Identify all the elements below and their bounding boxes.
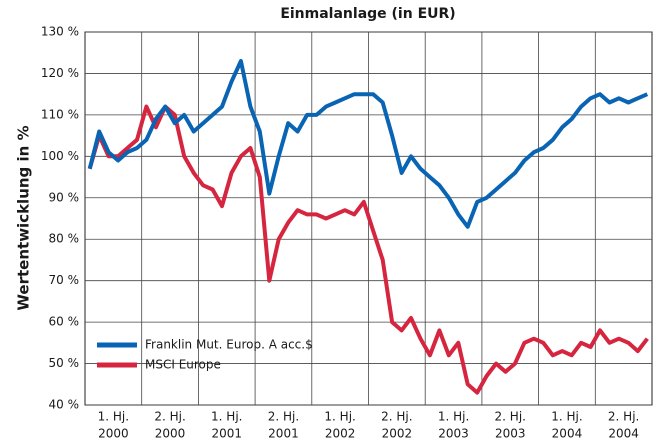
x-tick-year: 2001 <box>268 427 299 441</box>
line-series <box>87 104 649 395</box>
x-tick-label: 2. Hj. <box>608 410 639 424</box>
x-tick-year: 2000 <box>98 427 129 441</box>
line-series <box>87 59 649 229</box>
y-tick-label: 110 % <box>41 107 79 121</box>
x-tick-year: 2002 <box>382 427 413 441</box>
x-tick-label: 1. Hj. <box>324 410 355 424</box>
x-tick-label: 1. Hj. <box>211 410 242 424</box>
x-tick-label: 2. Hj. <box>154 410 185 424</box>
x-tick-year: 2003 <box>438 427 469 441</box>
x-tick-year: 2003 <box>495 427 526 441</box>
legend-label: MSCI Europe <box>145 358 221 372</box>
x-tick-label: 1. Hj. <box>438 410 469 424</box>
y-tick-label: 50 % <box>49 356 80 370</box>
legend-label: Franklin Mut. Europ. A acc.$ <box>145 338 313 352</box>
y-tick-label: 80 % <box>49 232 80 246</box>
x-tick-label: 1. Hj. <box>98 410 129 424</box>
chart-title: Einmalanlage (in EUR) <box>280 6 455 22</box>
x-tick-label: 1. Hj. <box>551 410 582 424</box>
y-tick-label: 70 % <box>49 273 80 287</box>
x-tick-year: 2000 <box>155 427 186 441</box>
y-axis-label: Wertentwicklung in % <box>15 125 33 310</box>
y-tick-label: 100 % <box>41 149 79 163</box>
y-tick-label: 60 % <box>49 315 80 329</box>
x-tick-year: 2004 <box>552 427 583 441</box>
x-tick-year: 2002 <box>325 427 356 441</box>
x-tick-year: 2004 <box>608 427 639 441</box>
x-tick-label: 2. Hj. <box>495 410 526 424</box>
x-tick-label: 2. Hj. <box>381 410 412 424</box>
x-tick-label: 2. Hj. <box>268 410 299 424</box>
y-tick-label: 120 % <box>41 66 79 80</box>
y-tick-label: 40 % <box>49 398 80 412</box>
x-tick-year: 2001 <box>211 427 242 441</box>
y-tick-label: 90 % <box>49 190 80 204</box>
y-tick-label: 130 % <box>41 25 79 39</box>
